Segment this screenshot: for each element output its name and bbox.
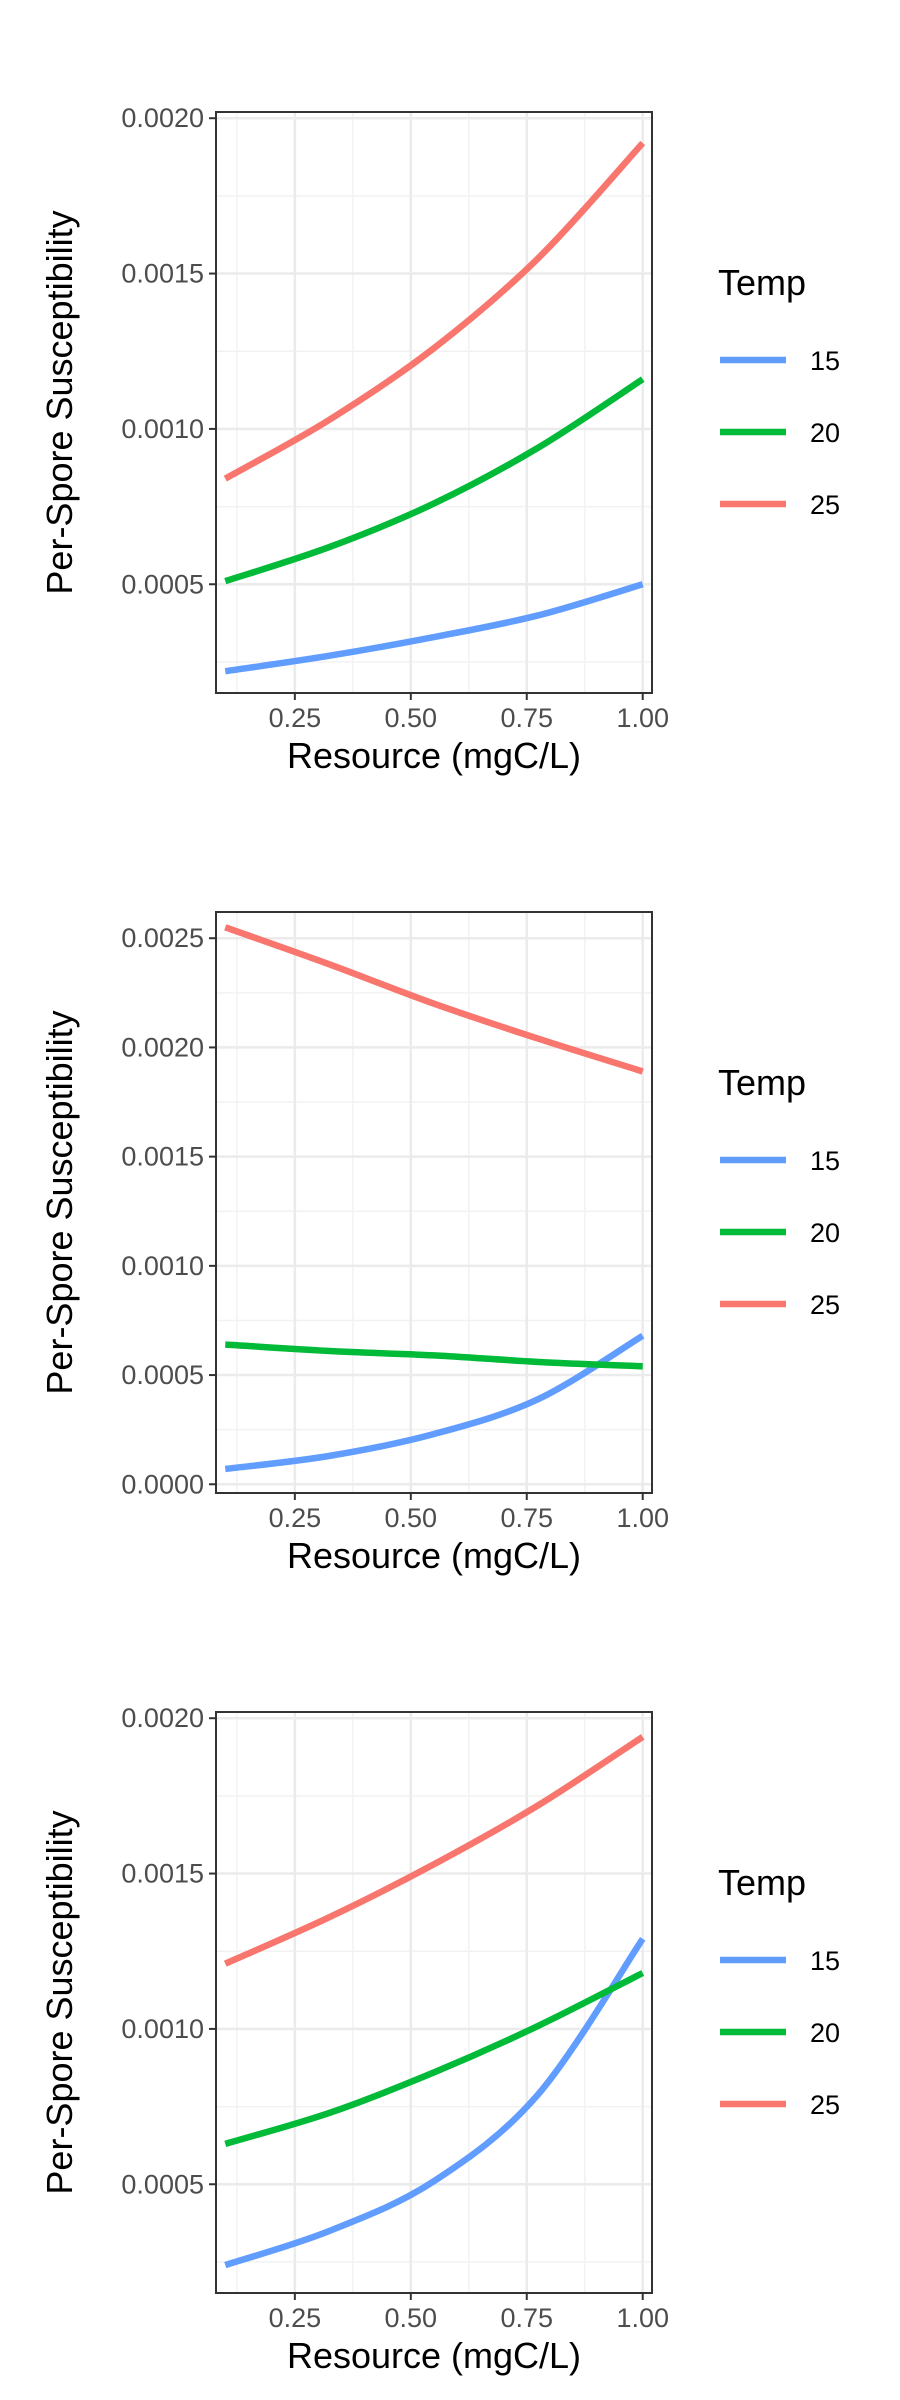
grid-lines — [216, 912, 652, 1493]
x-tick-label: 0.75 — [500, 703, 553, 733]
y-tick-label: 0.0025 — [121, 923, 204, 953]
x-axis-title: Resource (mgC/L) — [287, 2335, 581, 2376]
plot-border — [215, 111, 653, 694]
legend-label-temp-20: 20 — [810, 2018, 840, 2048]
grid-lines — [216, 1712, 652, 2293]
y-tick-label: 0.0005 — [121, 569, 204, 599]
chart-panel-2: 0.25 0.50 0.75 1.00 Resource (mgC/L) 0.0000 0.… — [0, 800, 900, 1600]
series-group — [223, 1734, 646, 2269]
x-tick-label: 0.75 — [500, 1503, 553, 1533]
x-tick-label: 1.00 — [616, 2303, 669, 2333]
y-axis: 0.0000 0.0005 0.0010 0.0015 0.0020 0.0025 Per-… — [39, 923, 216, 1499]
series-line-temp-15 — [224, 581, 644, 675]
plot-border — [215, 911, 653, 1494]
legend: Temp 15 20 25 — [718, 1062, 840, 1320]
y-tick-label: 0.0005 — [121, 2169, 204, 2199]
series-line-temp-25 — [224, 924, 644, 1075]
x-tick-label: 1.00 — [616, 703, 669, 733]
series-group — [224, 924, 645, 1473]
x-tick-label: 0.25 — [269, 1503, 322, 1533]
plot-background — [216, 112, 652, 693]
y-tick-label: 0.0020 — [121, 1032, 204, 1062]
legend-label-temp-25: 25 — [810, 2090, 840, 2120]
x-tick-label: 1.00 — [616, 1503, 669, 1533]
y-tick-label: 0.0010 — [121, 2014, 204, 2044]
series-line-temp-25 — [223, 140, 646, 482]
y-axis: 0.0005 0.0010 0.0015 0.0020 Per-Spore Suscep… — [39, 103, 216, 599]
y-tick-label: 0.0010 — [121, 1251, 204, 1281]
y-tick-label: 0.0005 — [121, 1360, 204, 1390]
grid-lines — [216, 112, 652, 693]
legend-title: Temp — [718, 1862, 806, 1903]
chart-panel-3: 0.25 0.50 0.75 1.00 Resource (mgC/L) 0.0005 0.… — [0, 1600, 900, 2400]
legend: Temp 15 20 25 — [718, 1862, 840, 2120]
x-axis-title: Resource (mgC/L) — [287, 1535, 581, 1576]
plot-border — [215, 1711, 653, 2294]
y-tick-label: 0.0020 — [121, 103, 204, 133]
x-tick-label: 0.25 — [269, 2303, 322, 2333]
series-line-temp-20 — [225, 1341, 643, 1370]
series-line-temp-15 — [224, 1936, 646, 2269]
y-tick-label: 0.0020 — [121, 1703, 204, 1733]
x-axis: 0.25 0.50 0.75 1.00 Resource (mgC/L) — [269, 1493, 669, 1576]
y-tick-label: 0.0015 — [121, 1142, 204, 1172]
x-axis: 0.25 0.50 0.75 1.00 Resource (mgC/L) — [269, 2293, 669, 2376]
series-line-temp-20 — [224, 376, 645, 585]
y-tick-label: 0.0010 — [121, 414, 204, 444]
series-line-temp-20 — [224, 1970, 645, 2147]
y-axis-title: Per-Spore Susceptibility — [39, 210, 80, 594]
y-tick-label: 0.0015 — [121, 259, 204, 289]
y-axis-title: Per-Spore Susceptibility — [39, 1010, 80, 1394]
legend-label-temp-25: 25 — [810, 1290, 840, 1320]
legend-title: Temp — [718, 1062, 806, 1103]
legend-label-temp-15: 15 — [810, 1146, 840, 1176]
x-axis: 0.25 0.50 0.75 1.00 Resource (mgC/L) — [269, 693, 669, 776]
legend: Temp 15 20 25 — [718, 262, 840, 520]
series-group — [223, 140, 646, 675]
x-tick-label: 0.50 — [385, 703, 438, 733]
legend-label-temp-20: 20 — [810, 418, 840, 448]
x-tick-label: 0.50 — [385, 1503, 438, 1533]
legend-title: Temp — [718, 262, 806, 303]
legend-label-temp-15: 15 — [810, 1946, 840, 1976]
y-tick-label: 0.0000 — [121, 1469, 204, 1499]
series-line-temp-25 — [223, 1734, 645, 1967]
y-axis-title: Per-Spore Susceptibility — [39, 1810, 80, 2194]
plot-background — [216, 912, 652, 1493]
legend-label-temp-15: 15 — [810, 346, 840, 376]
x-tick-label: 0.25 — [269, 703, 322, 733]
x-tick-label: 0.75 — [500, 2303, 553, 2333]
series-line-temp-15 — [224, 1332, 645, 1473]
x-axis-title: Resource (mgC/L) — [287, 735, 581, 776]
x-tick-label: 0.50 — [385, 2303, 438, 2333]
legend-label-temp-25: 25 — [810, 490, 840, 520]
y-axis: 0.0005 0.0010 0.0015 0.0020 Per-Spore Suscep… — [39, 1703, 216, 2199]
y-tick-label: 0.0015 — [121, 1859, 204, 1889]
legend-label-temp-20: 20 — [810, 1218, 840, 1248]
chart-panel-1: 0.25 0.50 0.75 1.00 Resource (mgC/L) 0.0005 0.… — [0, 0, 900, 800]
